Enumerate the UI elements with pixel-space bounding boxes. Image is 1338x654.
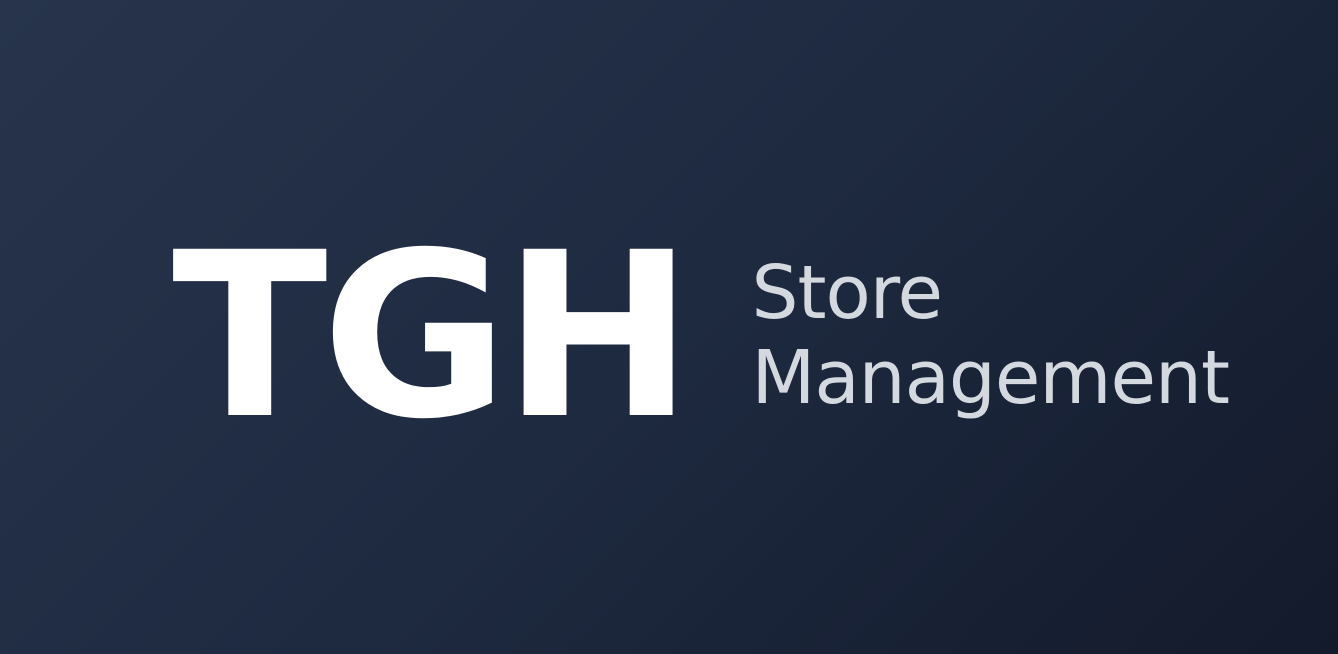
subtitle-line-store: Store [751, 249, 943, 336]
brand-logo: TGH Store Management [172, 203, 1230, 469]
brand-subtitle: Store Management [751, 249, 1229, 421]
subtitle-line-management: Management [751, 335, 1229, 421]
brand-monogram: TGH [172, 203, 693, 469]
